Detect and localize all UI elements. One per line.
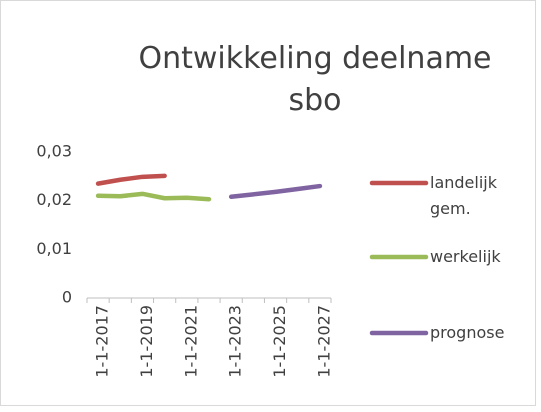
x-tick-label: 1-1-2027	[314, 305, 333, 378]
chart-title: Ontwikkeling deelname sbo	[138, 41, 492, 118]
x-tick-label: 1-1-2023	[226, 305, 245, 378]
x-tick-label: 1-1-2017	[93, 305, 112, 378]
y-tick-label: 0,01	[36, 239, 72, 258]
y-tick-label: 0,02	[36, 190, 72, 209]
y-tick-label: 0	[62, 288, 72, 307]
line-series	[95, 173, 167, 186]
legend-label: werkelijk	[430, 247, 501, 266]
x-tick-label: 1-1-2021	[181, 305, 200, 378]
line-series	[228, 183, 323, 200]
chart-border	[0, 0, 536, 406]
y-tick-label: 0,03	[36, 142, 72, 161]
x-tick-label: 1-1-2025	[270, 305, 289, 378]
x-tick-label: 1-1-2019	[137, 305, 156, 378]
line-series	[95, 191, 212, 202]
legend-label: landelijk gem.	[430, 173, 497, 218]
legend-label: prognose	[430, 323, 505, 342]
